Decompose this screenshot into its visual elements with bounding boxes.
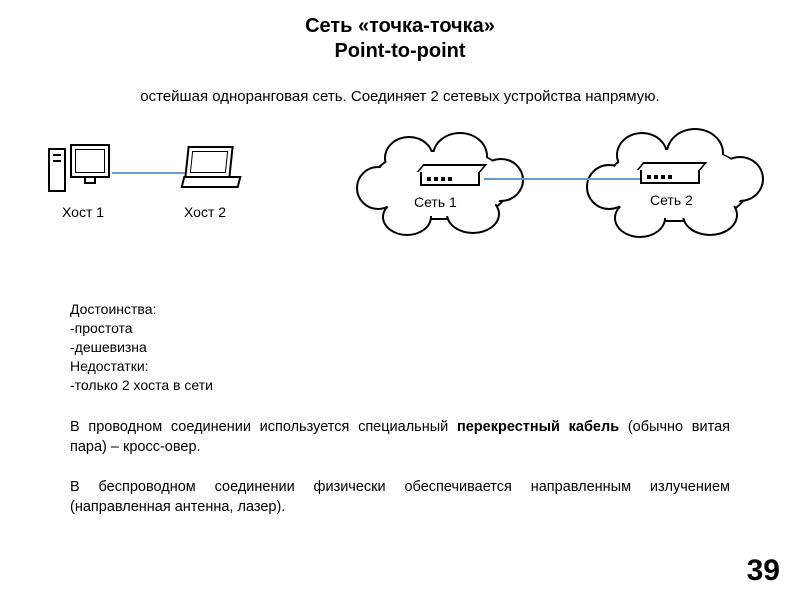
advantages-title: Достоинства:	[70, 300, 213, 319]
slide-subtitle: остейшая одноранговая сеть. Соединяет 2 …	[0, 88, 800, 105]
host2-label: Хост 2	[184, 204, 226, 220]
network-diagram: Хост 1 Хост 2 Сеть 1 Сеть 2	[0, 120, 800, 290]
title-line-1: Сеть «точка-точка»	[0, 14, 800, 39]
host1-label: Хост 1	[62, 204, 104, 220]
router2-icon	[640, 166, 700, 184]
para1-bold: перекрестный кабель	[457, 419, 619, 435]
pros-cons-block: Достоинства: -простота -дешевизна Недост…	[70, 300, 213, 394]
disadvantages-title: Недостатки:	[70, 357, 213, 376]
net-cable	[484, 178, 640, 180]
advantage-1: -простота	[70, 319, 213, 338]
disadvantage-1: -только 2 хоста в сети	[70, 376, 213, 395]
net2-label: Сеть 2	[648, 192, 695, 208]
host-cable	[112, 172, 188, 174]
paragraph-wired: В проводном соединении используется спец…	[70, 418, 730, 457]
net1-label: Сеть 1	[412, 194, 459, 210]
paragraph-wireless: В беспроводном соединении физически обес…	[70, 478, 730, 517]
title-line-2: Point-to-point	[0, 39, 800, 64]
laptop-icon	[186, 146, 240, 188]
router1-icon	[420, 168, 480, 186]
slide-title: Сеть «точка-точка» Point-to-point	[0, 0, 800, 64]
advantage-2: -дешевизна	[70, 338, 213, 357]
page-number: 39	[747, 554, 780, 588]
para1-before: В проводном соединении используется спец…	[70, 419, 457, 435]
desktop-icon	[70, 144, 110, 184]
